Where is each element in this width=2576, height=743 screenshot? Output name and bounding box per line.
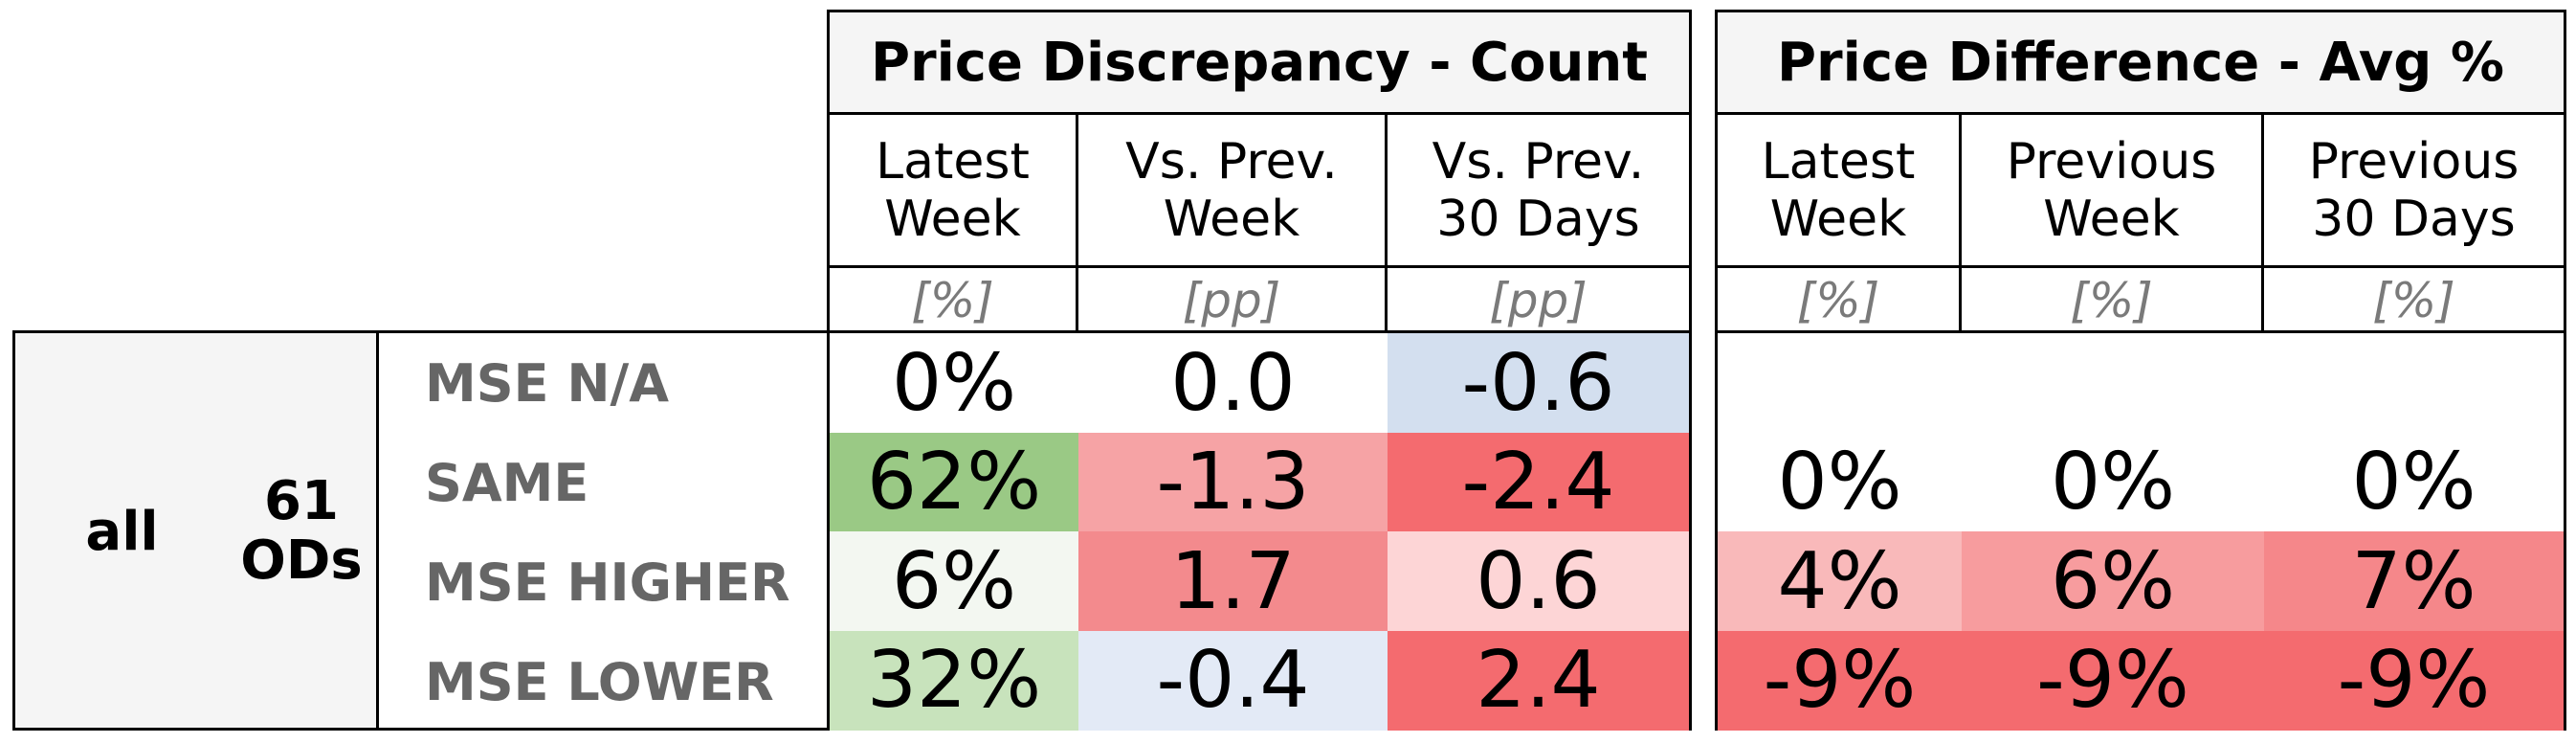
column-headers: Latest Week Previous Week Previous 30 Da…: [1718, 115, 2564, 333]
value-cell: 6%: [830, 531, 1078, 631]
value-cell: -2.4: [1388, 432, 1689, 532]
row-label-mse-higher: MSE HIGHER: [425, 552, 790, 613]
col-header-line2: 30 Days: [2312, 190, 2516, 248]
unit-label: [%]: [830, 268, 1078, 333]
col-header-line2: Week: [1769, 190, 1907, 248]
value-cell: 0%: [830, 333, 1078, 433]
group-block: [12, 330, 379, 731]
col-header-line1: Vs. Prev.: [1125, 132, 1338, 191]
col-header-line1: Vs. Prev.: [1432, 132, 1645, 191]
value-cell: -9%: [1962, 630, 2264, 731]
col-header-line2: Week: [1163, 190, 1300, 248]
value-cell: 6%: [1962, 531, 2264, 631]
unit-label: [pp]: [1489, 273, 1588, 328]
unit-label: [pp]: [1078, 268, 1388, 333]
value-cell: -0.4: [1078, 630, 1388, 731]
col-header-line2: Week: [884, 190, 1021, 248]
panel-title: Price Difference - Avg %: [1718, 12, 2564, 115]
value-cell: 0%: [2264, 432, 2564, 532]
value-cell: -9%: [1718, 630, 1962, 731]
column-headers: Latest Week Vs. Prev. Week Vs. Prev. 30 …: [830, 115, 1689, 333]
value-cell: 32%: [830, 630, 1078, 731]
row-label-same: SAME: [425, 452, 589, 513]
panel-body: 0% 0% 0% 4% 6% 7% -9% -9% -9%: [1718, 330, 2564, 731]
col-header-line1: Latest: [876, 132, 1030, 191]
unit-label: [%]: [2372, 273, 2455, 328]
unit-label: [%]: [1962, 268, 2264, 333]
col-header-line1: Latest: [1761, 132, 1916, 191]
value-cell: 2.4: [1388, 630, 1689, 731]
col-header-latest-week: Latest Week: [1718, 115, 1962, 268]
value-cell: 0%: [1718, 432, 1962, 532]
col-header-line2: 30 Days: [1436, 190, 1640, 248]
value-cell: 0.6: [1388, 531, 1689, 631]
row-label-mse-lower: MSE LOWER: [425, 651, 774, 712]
row-labels: MSE N/A SAME MSE HIGHER MSE LOWER: [379, 330, 827, 731]
value-cell: [2264, 333, 2564, 433]
panel-title: Price Discrepancy - Count: [830, 12, 1689, 115]
value-cell: 0%: [1962, 432, 2264, 532]
value-cell: 0.0: [1078, 333, 1388, 433]
panel-body: 0% 0.0 -0.6 62% -1.3 -2.4 6% 1.7 0.6 32% -0.4 2.4: [830, 330, 1689, 731]
col-header-vs-prev-30-days: Vs. Prev. 30 Days: [1388, 115, 1689, 268]
value-cell: 4%: [1718, 531, 1962, 631]
value-cell: -0.6: [1388, 333, 1689, 433]
col-header-line2: Week: [2043, 190, 2180, 248]
value-cell: [1718, 333, 1962, 433]
value-cell: [1962, 333, 2264, 433]
col-header-line1: Previous: [2308, 132, 2520, 191]
value-cell: 62%: [830, 432, 1078, 532]
col-header-vs-prev-week: Vs. Prev. Week: [1078, 115, 1388, 268]
value-cell: -1.3: [1078, 432, 1388, 532]
od-count-unit: ODs: [240, 529, 363, 592]
panel-price-discrepancy-count: Price Discrepancy - Count Latest Week Vs…: [827, 10, 1692, 731]
row-label-mse-na: MSE N/A: [425, 352, 670, 414]
od-count-label: 61 ODs: [230, 464, 373, 598]
col-header-previous-30-days: Previous 30 Days: [2264, 115, 2564, 268]
col-header-latest-week: Latest Week: [830, 115, 1078, 268]
unit-label: [%]: [1718, 268, 1962, 333]
od-count-number: 61: [264, 470, 339, 532]
value-cell: -9%: [2264, 630, 2564, 731]
segment-label: all: [85, 500, 159, 563]
col-header-previous-week: Previous Week: [1962, 115, 2264, 268]
panel-price-difference-avg: Price Difference - Avg % Latest Week Pre…: [1715, 10, 2566, 731]
value-cell: 7%: [2264, 531, 2564, 631]
col-header-line1: Previous: [2006, 132, 2217, 191]
value-cell: 1.7: [1078, 531, 1388, 631]
